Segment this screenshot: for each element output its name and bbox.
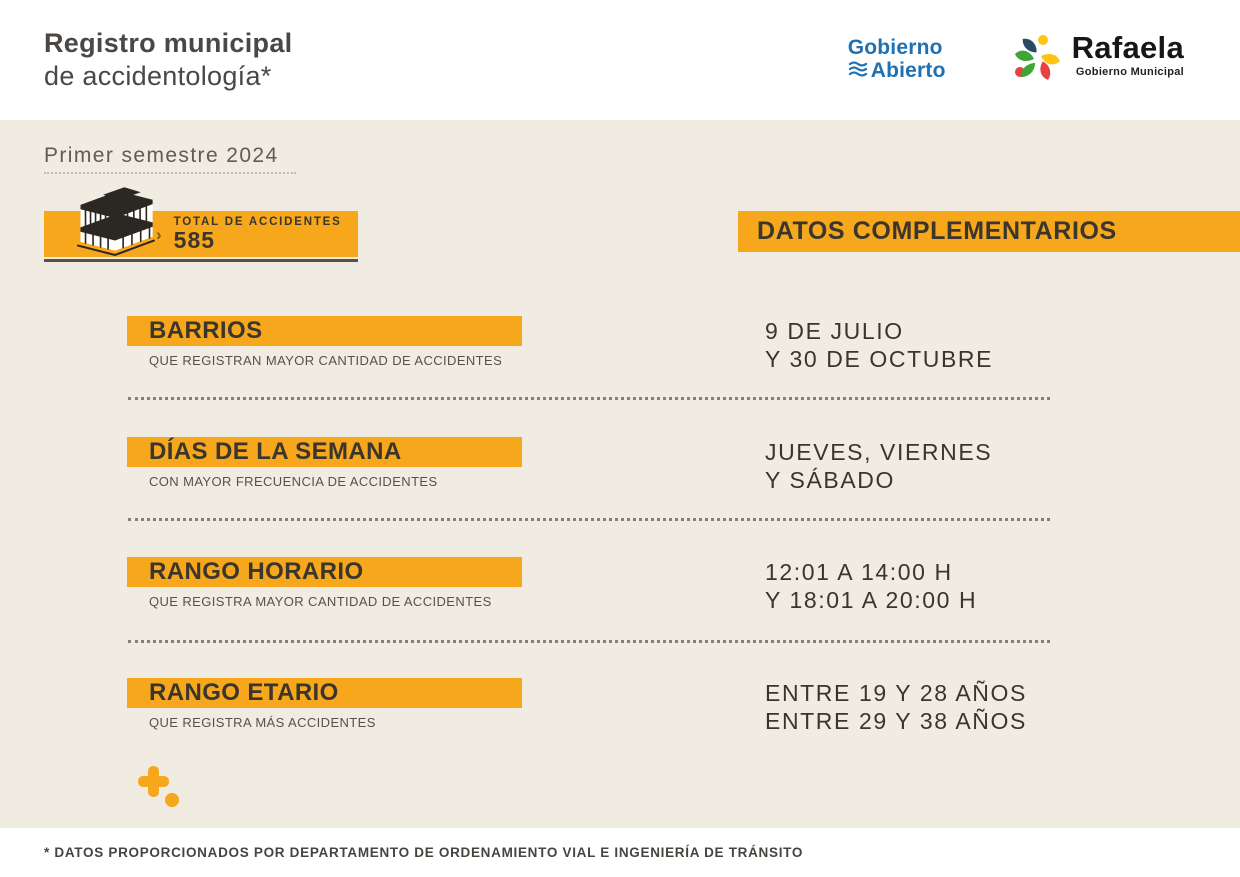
municipal-building-icon xyxy=(74,186,156,265)
period-dotted-underline xyxy=(44,172,296,174)
section-title-bar: RANGO ETARIO xyxy=(127,678,522,708)
value-line-2: ENTRE 29 Y 38 AÑOS xyxy=(765,708,1027,734)
total-accidents-value: 585 xyxy=(173,226,216,253)
section-title-bar: DÍAS DE LA SEMANA xyxy=(127,437,522,467)
total-accidents-banner: › TOTAL DE ACCIDENTES 585 xyxy=(44,187,358,257)
title-line-2: de accidentología* xyxy=(44,61,272,91)
section-rango-etario: RANGO ETARIO QUE REGISTRA MÁS ACCIDENTES… xyxy=(127,678,1027,735)
page-title: Registro municipal de accidentología* xyxy=(44,27,292,93)
logo-group: Gobierno Abierto xyxy=(848,32,1184,89)
section-subtitle: QUE REGISTRAN MAYOR CANTIDAD DE ACCIDENT… xyxy=(149,353,503,368)
title-line-1: Registro municipal xyxy=(44,28,293,59)
dotted-divider xyxy=(128,397,1050,400)
section-title: RANGO HORARIO xyxy=(149,558,364,585)
total-accidents-label: TOTAL DE ACCIDENTES xyxy=(173,215,342,228)
section-dias-de-la-semana: DÍAS DE LA SEMANA CON MAYOR FRECUENCIA D… xyxy=(127,437,992,494)
section-title-bar: RANGO HORARIO xyxy=(127,557,522,587)
gobierno-abierto-logo: Gobierno Abierto xyxy=(848,37,946,82)
rafaela-wordmark: Rafaela xyxy=(1071,29,1184,65)
rafaela-logo: Rafaela Gobierno Municipal xyxy=(1012,32,1184,89)
gobierno-abierto-line1: Gobierno xyxy=(847,36,943,60)
chevron-right-icon: › xyxy=(156,224,162,244)
section-title: DÍAS DE LA SEMANA xyxy=(149,438,402,465)
section-value: 12:01 A 14:00 H Y 18:01 A 20:00 H xyxy=(765,557,977,614)
total-banner-underline xyxy=(44,259,358,262)
value-line-1: ENTRE 19 Y 28 AÑOS xyxy=(765,680,1027,706)
section-title: RANGO ETARIO xyxy=(149,679,339,706)
section-subtitle: CON MAYOR FRECUENCIA DE ACCIDENTES xyxy=(149,474,438,489)
value-line-1: 12:01 A 14:00 H xyxy=(765,559,953,585)
plus-decoration-icon xyxy=(136,766,182,813)
section-rango-horario: RANGO HORARIO QUE REGISTRA MAYOR CANTIDA… xyxy=(127,557,977,614)
datos-complementarios-title: DATOS COMPLEMENTARIOS xyxy=(757,217,1117,245)
datos-complementarios-banner: DATOS COMPLEMENTARIOS xyxy=(738,211,1240,252)
gobierno-abierto-line2: Abierto xyxy=(870,59,946,82)
rafaela-subtitle: Gobierno Municipal xyxy=(1075,65,1184,78)
footnote: * DATOS PROPORCIONADOS POR DEPARTAMENTO … xyxy=(44,845,804,860)
section-title-bar: BARRIOS xyxy=(127,316,522,346)
value-line-1: 9 DE JULIO xyxy=(765,318,904,344)
rafaela-pinwheel-icon xyxy=(1012,32,1064,89)
value-line-2: Y 18:01 A 20:00 H xyxy=(765,587,978,613)
section-title: BARRIOS xyxy=(149,317,263,344)
value-line-2: Y SÁBADO xyxy=(765,467,895,493)
dotted-divider xyxy=(128,640,1050,643)
waves-icon xyxy=(848,60,868,83)
section-value: JUEVES, VIERNES Y SÁBADO xyxy=(765,437,992,494)
value-line-2: Y 30 DE OCTUBRE xyxy=(765,346,994,372)
footer: * DATOS PROPORCIONADOS POR DEPARTAMENTO … xyxy=(0,828,1240,877)
dotted-divider xyxy=(128,518,1050,521)
header: Registro municipal de accidentología* Go… xyxy=(0,0,1240,120)
section-value: 9 DE JULIO Y 30 DE OCTUBRE xyxy=(765,316,993,373)
section-value: ENTRE 19 Y 28 AÑOS ENTRE 29 Y 38 AÑOS xyxy=(765,678,1027,735)
section-subtitle: QUE REGISTRA MÁS ACCIDENTES xyxy=(149,715,376,730)
period-label: Primer semestre 2024 xyxy=(44,144,279,167)
main-content: Primer semestre 2024 xyxy=(0,120,1240,828)
section-barrios: BARRIOS QUE REGISTRAN MAYOR CANTIDAD DE … xyxy=(127,316,993,373)
value-line-1: JUEVES, VIERNES xyxy=(765,439,993,465)
section-subtitle: QUE REGISTRA MAYOR CANTIDAD DE ACCIDENTE… xyxy=(149,594,492,609)
